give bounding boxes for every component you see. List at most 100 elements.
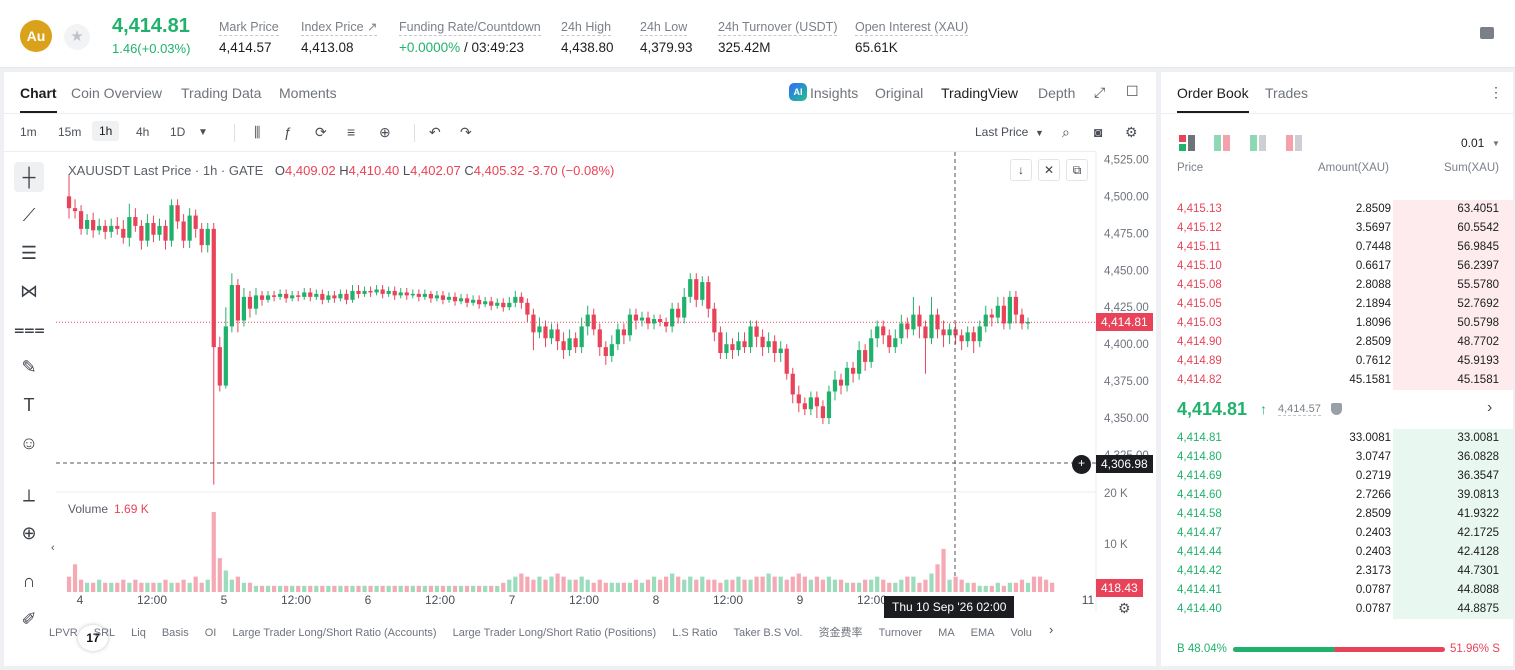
magnet-icon[interactable]: ∩	[22, 571, 36, 591]
indicator-item[interactable]: Turnover	[878, 627, 923, 639]
crosshair-icon[interactable]: ┼	[14, 162, 44, 192]
tab-insights[interactable]: Insights	[810, 85, 859, 101]
stat-label[interactable]: Index Price ↗	[301, 20, 378, 36]
indicators-icon[interactable]: ƒ	[284, 124, 292, 140]
undo-icon[interactable]: ↶	[429, 124, 441, 140]
collapse-icon[interactable]: ✕	[1038, 159, 1060, 181]
pencil-lock-icon[interactable]: ✐	[21, 609, 37, 629]
timeframe-dropdown-icon[interactable]: ▼	[198, 127, 208, 138]
collapse-sidebar-icon[interactable]: ‹	[51, 542, 55, 554]
chevron-right-icon[interactable]: ›	[1049, 622, 1054, 637]
stat-label[interactable]: Open Interest (XAU)	[855, 20, 969, 36]
ask-row[interactable]: 4,415.11 0.7448 56.9845	[1161, 238, 1513, 257]
indicator-item[interactable]: EMA	[970, 627, 995, 639]
text-tool-icon[interactable]: T	[23, 395, 35, 415]
timeframe-1m[interactable]: 1m	[20, 125, 37, 139]
indicator-item[interactable]: 资金费率	[818, 627, 863, 639]
view-bids-icon[interactable]	[1250, 135, 1266, 151]
tab-trading-data[interactable]: Trading Data	[181, 85, 262, 101]
indicator-item[interactable]: Liq	[131, 627, 146, 639]
indicator-item[interactable]: Taker B.S Vol.	[733, 627, 803, 639]
indicator-item[interactable]: Basis	[161, 627, 189, 639]
timeframe-1h[interactable]: 1h	[92, 121, 120, 141]
stat-label[interactable]: Funding Rate/Countdown	[399, 20, 541, 36]
bid-row[interactable]: 4,414.80 3.0747 36.0828	[1161, 448, 1513, 467]
fullscreen-icon[interactable]: ⧉	[1066, 159, 1088, 181]
indicator-item[interactable]: Large Trader Long/Short Ratio (Positions…	[452, 627, 657, 639]
timeframe-15m[interactable]: 15m	[58, 125, 82, 139]
add-alert-icon[interactable]: +	[1072, 455, 1091, 474]
view-asks-icon[interactable]	[1286, 135, 1302, 151]
book-icon[interactable]	[1480, 27, 1494, 39]
bid-row[interactable]: 4,414.44 0.2403 42.4128	[1161, 543, 1513, 562]
tab-depth[interactable]: Depth	[1038, 85, 1076, 101]
tab-coin-overview[interactable]: Coin Overview	[71, 85, 163, 101]
brush-icon[interactable]: ✎	[21, 357, 37, 377]
tab-moments[interactable]: Moments	[279, 85, 337, 101]
axis-settings-icon[interactable]: ⚙	[1118, 600, 1131, 616]
ask-row[interactable]: 4,415.05 2.1894 52.7692	[1161, 295, 1513, 314]
redo-icon[interactable]: ↷	[460, 124, 472, 140]
ask-row[interactable]: 4,415.13 2.8509 63.4051	[1161, 200, 1513, 219]
more-options-icon[interactable]: ⋮	[1489, 84, 1503, 100]
settings-gear-icon[interactable]: ⚙	[1125, 124, 1138, 140]
candle-type-icon[interactable]: ⫼	[254, 124, 261, 140]
template-icon[interactable]: ≡	[347, 124, 356, 140]
tab-order-book[interactable]: Order Book	[1177, 85, 1249, 113]
ask-row[interactable]: 4,415.08 2.8088 55.5780	[1161, 276, 1513, 295]
stat-label[interactable]: Mark Price	[219, 20, 279, 36]
favorite-star-icon[interactable]: ★	[64, 24, 90, 50]
tab-trades[interactable]: Trades	[1265, 85, 1309, 101]
indicator-item[interactable]: SRL	[93, 627, 116, 639]
chevron-down-icon[interactable]: ▼	[1492, 139, 1500, 148]
tab-tradingview[interactable]: TradingView	[941, 85, 1019, 101]
emoji-icon[interactable]: ☺	[19, 433, 39, 453]
tab-chart[interactable]: Chart	[20, 85, 57, 113]
ask-row[interactable]: 4,414.82 45.1581 45.1581	[1161, 371, 1513, 390]
indicator-item[interactable]: Large Trader Long/Short Ratio (Accounts)	[232, 627, 437, 639]
bid-row[interactable]: 4,414.81 33.0081 33.0081	[1161, 429, 1513, 448]
chevron-right-icon[interactable]: ›	[1487, 399, 1493, 416]
search-icon[interactable]: ⌕	[1062, 124, 1070, 140]
fib-icon[interactable]: ⩶	[14, 319, 45, 339]
bid-row[interactable]: 4,414.58 2.8509 41.9322	[1161, 505, 1513, 524]
bid-row[interactable]: 4,414.60 2.7266 39.0813	[1161, 486, 1513, 505]
ask-row[interactable]: 4,414.89 0.7612 45.9193	[1161, 352, 1513, 371]
scroll-down-icon[interactable]: ↓	[1010, 159, 1032, 181]
ask-row[interactable]: 4,415.03 1.8096 50.5798	[1161, 314, 1513, 333]
view-both-icon[interactable]	[1179, 135, 1195, 151]
trend-line-icon[interactable]: ⟋	[22, 205, 36, 225]
ai-insights-icon[interactable]: AI	[789, 83, 807, 101]
indicator-item[interactable]: OI	[204, 627, 217, 639]
price-type-select[interactable]: Last Price	[975, 125, 1029, 139]
timeframe-4h[interactable]: 4h	[136, 125, 150, 139]
bid-row[interactable]: 4,414.47 0.2403 42.1725	[1161, 524, 1513, 543]
window-icon[interactable]: ☐	[1126, 83, 1139, 99]
zoom-in-icon[interactable]: ⊕	[21, 523, 37, 543]
indicator-item[interactable]: L.S Ratio	[672, 627, 718, 639]
tab-original[interactable]: Original	[875, 85, 924, 101]
bid-row[interactable]: 4,414.41 0.0787 44.8088	[1161, 581, 1513, 600]
pattern-icon[interactable]: ⋈	[20, 281, 38, 301]
precision-select[interactable]: 0.01	[1461, 136, 1485, 150]
ask-row[interactable]: 4,414.90 2.8509 48.7702	[1161, 333, 1513, 352]
view-split-icon[interactable]	[1214, 135, 1230, 151]
indicator-item[interactable]: Volu	[1010, 627, 1032, 639]
candlestick-chart[interactable]: 4,525.00 4,500.00 4,475.00 4,450.00 4,425.00…	[56, 152, 1156, 612]
indicator-item[interactable]: LPVR	[49, 627, 78, 639]
ask-row[interactable]: 4,415.10 0.6617 56.2397	[1161, 257, 1513, 276]
volume-bar	[573, 579, 578, 592]
expand-icon[interactable]: ⤢	[1094, 84, 1106, 100]
camera-icon[interactable]: ◙	[1094, 124, 1103, 140]
channel-icon[interactable]: ☰	[20, 243, 38, 263]
ask-row[interactable]: 4,415.12 3.5697 60.5542	[1161, 219, 1513, 238]
refresh-icon[interactable]: ⟳	[315, 124, 327, 140]
ruler-icon[interactable]: ⟂	[22, 485, 35, 505]
timeframe-1d[interactable]: 1D	[170, 125, 186, 139]
indicator-item[interactable]: MA	[938, 627, 955, 639]
add-indicator-icon[interactable]: ⊕	[379, 124, 391, 140]
bid-row[interactable]: 4,414.69 0.2719 36.3547	[1161, 467, 1513, 486]
bid-row[interactable]: 4,414.42 2.3173 44.7301	[1161, 562, 1513, 581]
bid-row[interactable]: 4,414.40 0.0787 44.8875	[1161, 600, 1513, 619]
chevron-down-icon[interactable]: ▼	[1035, 128, 1044, 138]
